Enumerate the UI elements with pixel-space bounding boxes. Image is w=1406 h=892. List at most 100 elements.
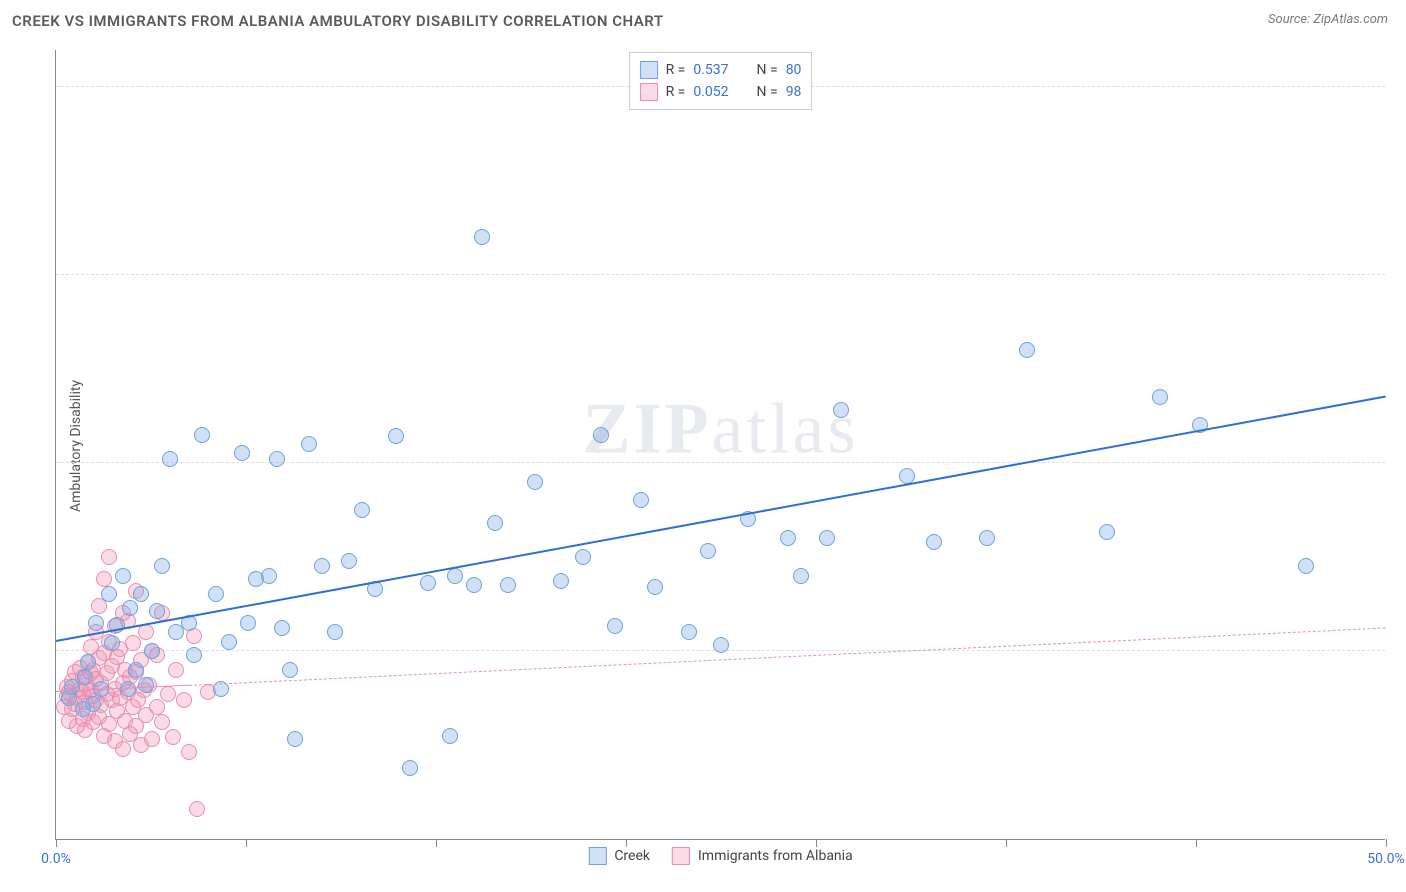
albania-point [176,692,192,708]
x-tick [1006,839,1007,847]
swatch-creek [640,61,658,79]
creek-point [575,549,591,565]
creek-point [1152,389,1168,405]
albania-point [160,686,176,702]
y-tick-label: 40.0% [1390,79,1406,95]
gridline [56,274,1385,275]
creek-point [269,451,285,467]
chart-title: CREEK VS IMMIGRANTS FROM ALBANIA AMBULAT… [12,12,1394,30]
albania-point [138,624,154,640]
creek-point [85,696,101,712]
creek-point [104,635,120,651]
creek-point [527,474,543,490]
creek-point [1099,524,1115,540]
creek-point [194,427,210,443]
albania-trendline [189,627,1386,686]
x-tick-label: 0.0% [41,851,71,867]
creek-point [354,502,370,518]
y-tick-label: 20.0% [1390,455,1406,471]
creek-point [420,575,436,591]
albania-point [165,729,181,745]
x-tick [1386,839,1387,847]
creek-point [700,543,716,559]
albania-point [144,731,160,747]
swatch-creek-b [588,847,606,865]
watermark: ZIPatlas [583,387,859,470]
x-tick [246,839,247,847]
swatch-albania [640,83,658,101]
creek-point [162,451,178,467]
legend-item-albania: Immigrants from Albania [672,847,853,865]
albania-point [181,744,197,760]
y-tick-label: 30.0% [1390,267,1406,283]
creek-point [149,603,165,619]
creek-point [77,669,93,685]
creek-point [115,568,131,584]
correlation-legend: R = 0.537 N = 80 R = 0.052 N = 98 [629,52,813,110]
swatch-albania-b [672,847,690,865]
creek-point [138,677,154,693]
creek-point [979,530,995,546]
creek-point [234,445,250,461]
creek-point [144,643,160,659]
creek-point [926,534,942,550]
creek-point [128,662,144,678]
creek-point [780,530,796,546]
creek-point [208,586,224,602]
creek-point [833,402,849,418]
creek-point [442,728,458,744]
creek-trendline [56,395,1386,641]
gridline [56,462,1385,463]
legend-row-creek: R = 0.537 N = 80 [640,59,802,81]
albania-point [115,741,131,757]
creek-point [221,634,237,650]
creek-point [1298,558,1314,574]
creek-point [487,515,503,531]
x-tick-label: 50.0% [1367,851,1405,867]
creek-point [633,492,649,508]
legend-item-creek: Creek [588,847,650,865]
creek-point [240,615,256,631]
creek-point [388,428,404,444]
creek-point [261,568,277,584]
legend-row-albania: R = 0.052 N = 98 [640,81,802,103]
creek-point [500,577,516,593]
y-tick-label: 10.0% [1390,643,1406,659]
creek-point [713,637,729,653]
creek-point [327,624,343,640]
series-legend: Creek Immigrants from Albania [588,847,852,865]
creek-point [101,586,117,602]
creek-point [274,620,290,636]
creek-point [474,229,490,245]
creek-point [553,573,569,589]
albania-point [154,714,170,730]
creek-point [793,568,809,584]
albania-point [96,571,112,587]
creek-point [607,618,623,634]
x-tick [626,839,627,847]
x-tick [56,839,57,847]
creek-point [186,647,202,663]
creek-point [301,436,317,452]
creek-point [647,579,663,595]
creek-point [88,615,104,631]
creek-point [466,577,482,593]
x-tick [436,839,437,847]
albania-point [125,635,141,651]
creek-point [1019,342,1035,358]
albania-point [149,699,165,715]
albania-point [168,662,184,678]
creek-point [80,654,96,670]
albania-point [101,549,117,565]
creek-point [681,624,697,640]
creek-point [122,600,138,616]
source-attribution: Source: ZipAtlas.com [1268,12,1388,27]
creek-point [287,731,303,747]
scatter-chart: ZIPatlas R = 0.537 N = 80 R = 0.052 N = … [55,50,1385,840]
creek-point [314,558,330,574]
creek-point [154,558,170,574]
creek-point [282,662,298,678]
creek-point [819,530,835,546]
creek-point [341,553,357,569]
albania-point [189,801,205,817]
